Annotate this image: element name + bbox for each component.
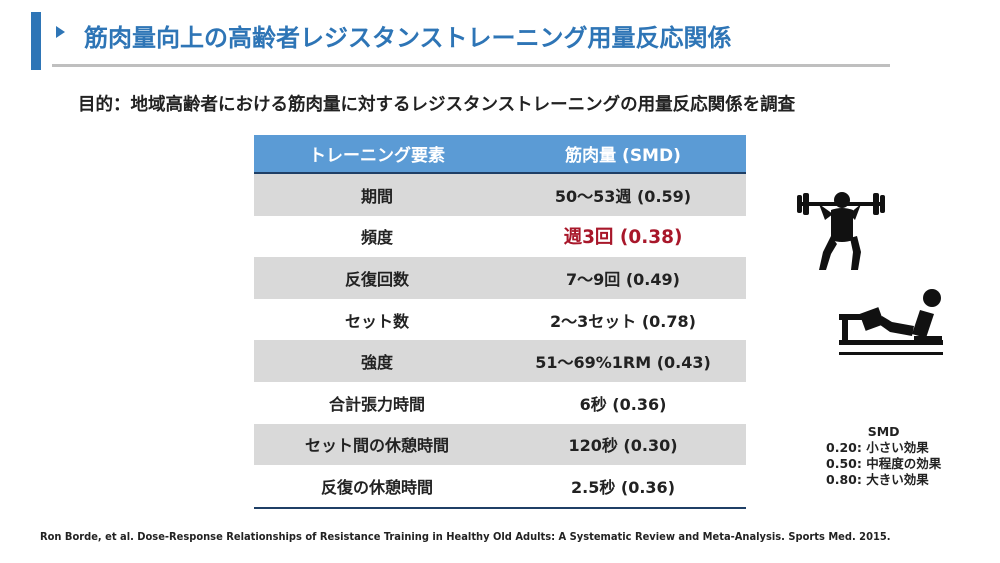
row-element: 合計張力時間 — [328, 394, 425, 414]
header-element: トレーニング要素 — [309, 146, 445, 166]
legend-item: 0.50: 中程度の効果 — [826, 456, 942, 471]
table-bottom-rule — [254, 506, 746, 509]
title-marker-icon — [56, 26, 65, 38]
table-row: 反復の休憩時間 2.5秒 (0.36) — [254, 465, 746, 507]
table-row: 期間 50〜53週 (0.59) — [254, 174, 746, 216]
row-element: 期間 — [360, 186, 393, 206]
table-header: トレーニング要素 筋肉量 (SMD) — [254, 135, 746, 174]
table-row: 合計張力時間 6秒 (0.36) — [254, 381, 746, 424]
header-smd: 筋肉量 (SMD) — [565, 146, 681, 166]
dose-response-table: トレーニング要素 筋肉量 (SMD) 期間 50〜53週 (0.59) 頻度 週… — [254, 135, 746, 509]
row-value: 2.5秒 (0.36) — [570, 477, 676, 497]
table-row: 強度 51〜69%1RM (0.43) — [254, 340, 746, 382]
weightlifter-icon — [797, 192, 885, 270]
title-underline — [52, 64, 890, 67]
row-element: 反復回数 — [344, 269, 409, 289]
page-title: 筋肉量向上の高齢者レジスタンストレーニング用量反応関係 — [84, 24, 732, 52]
legend-item: 0.80: 大きい効果 — [826, 472, 929, 487]
row-element: 頻度 — [360, 228, 393, 248]
table-row: 頻度 週3回 (0.38) — [254, 215, 746, 258]
table-row: セット数 2〜3セット (0.78) — [254, 298, 746, 341]
title-accent-bar — [31, 12, 41, 70]
row-element: 反復の休憩時間 — [320, 477, 433, 497]
table-row: セット間の休憩時間 120秒 (0.30) — [254, 423, 746, 466]
row-value: 7〜9回 (0.49) — [566, 269, 680, 289]
row-value: 120秒 (0.30) — [568, 436, 678, 456]
citation: Ron Borde, et al. Dose-Response Relation… — [40, 530, 891, 543]
smd-legend: SMD 0.20: 小さい効果 0.50: 中程度の効果 0.80: 大きい効果 — [826, 424, 941, 488]
row-value: 6秒 (0.36) — [579, 394, 667, 414]
row-element: セット間の休憩時間 — [304, 436, 449, 456]
purpose-text: 目的：地域高齢者における筋肉量に対するレジスタンストレーニングの用量反応関係を調… — [78, 95, 796, 115]
row-value: 50〜53週 (0.59) — [554, 186, 692, 206]
leg-press-icon — [839, 289, 943, 355]
table-row: 反復回数 7〜9回 (0.49) — [254, 257, 746, 299]
row-value: 51〜69%1RM (0.43) — [535, 353, 711, 373]
legend-item: 0.20: 小さい効果 — [826, 440, 929, 455]
row-value-highlighted: 週3回 (0.38) — [563, 227, 683, 249]
row-value: 2〜3セット (0.78) — [550, 311, 696, 331]
legend-title: SMD — [867, 424, 900, 439]
row-element: 強度 — [360, 353, 393, 373]
row-element: セット数 — [344, 311, 409, 331]
